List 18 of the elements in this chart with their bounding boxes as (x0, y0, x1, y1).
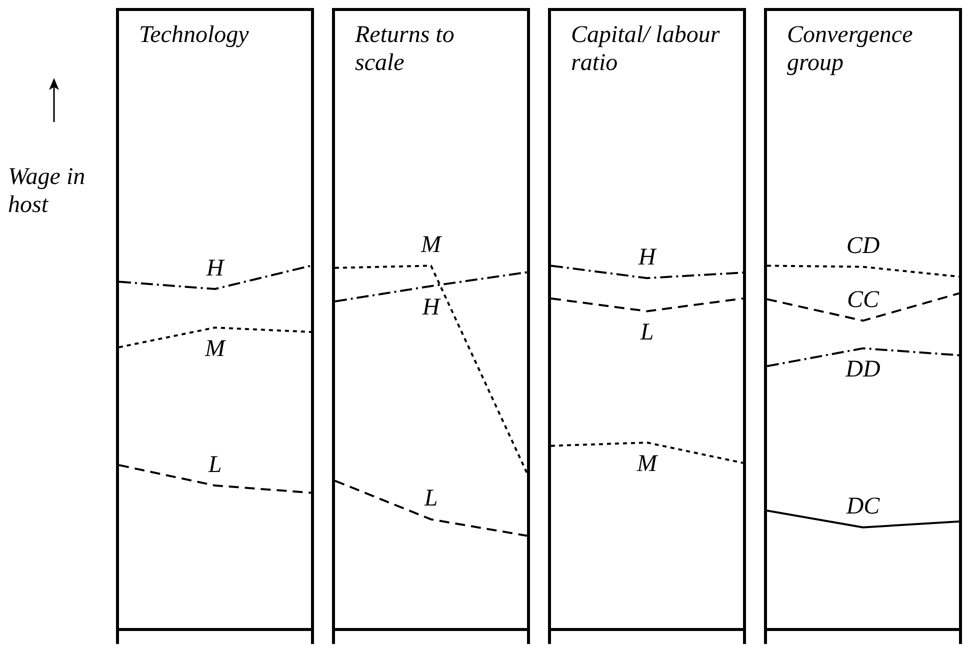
series-label: L (639, 320, 654, 346)
series-label: M (204, 336, 227, 362)
chart-title: Convergence group (787, 21, 914, 77)
chart-title: Returns to scale (355, 21, 456, 77)
chart-title: Technology (139, 21, 250, 49)
y-axis-title: Wage in host (8, 163, 86, 219)
series-label: H (637, 244, 658, 270)
series-label: H (205, 255, 226, 282)
series-label: DD (844, 356, 880, 383)
series-label: M (420, 232, 443, 258)
series-label: L (423, 486, 438, 512)
series-label: L (207, 452, 222, 478)
series-label: H (421, 294, 442, 320)
chart-title: Capital/ labour ratio (571, 21, 721, 77)
series-label: DC (845, 494, 881, 520)
series-label: CD (846, 233, 880, 260)
series-label: M (636, 450, 659, 477)
series-label: CC (846, 286, 880, 313)
